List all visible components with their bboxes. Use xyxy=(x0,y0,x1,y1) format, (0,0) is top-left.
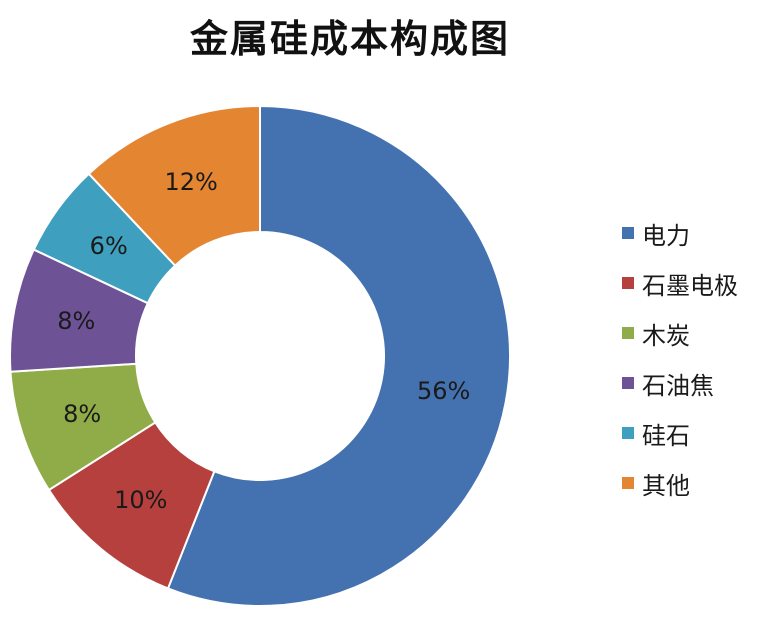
data-label-3: 8% xyxy=(57,307,95,335)
legend-swatch xyxy=(622,377,634,389)
legend: 电力石墨电极木炭石油焦硅石其他 xyxy=(622,208,758,508)
legend-item-5: 其他 xyxy=(622,458,758,508)
legend-item-3: 石油焦 xyxy=(622,358,758,408)
legend-swatch xyxy=(622,477,634,489)
legend-label: 石油焦 xyxy=(642,371,714,400)
data-label-2: 8% xyxy=(63,400,101,428)
legend-swatch xyxy=(622,427,634,439)
data-label-0: 56% xyxy=(417,377,470,405)
label-group: 56% 10% 8% 8% 6% 12% xyxy=(57,168,470,514)
slice-5 xyxy=(87,104,261,268)
slice-group xyxy=(9,104,511,607)
legend-swatch xyxy=(622,227,634,239)
legend-item-2: 木炭 xyxy=(622,308,758,358)
data-label-5: 12% xyxy=(164,168,217,196)
legend-label: 石墨电极 xyxy=(642,271,738,300)
data-label-4: 6% xyxy=(90,232,128,260)
legend-label: 木炭 xyxy=(642,321,690,350)
slice-0 xyxy=(166,104,511,607)
legend-label: 电力 xyxy=(642,221,690,250)
legend-label: 硅石 xyxy=(642,421,690,450)
chart-title: 金属硅成本构成图 xyxy=(189,17,510,61)
data-label-1: 10% xyxy=(114,486,167,514)
legend-item-0: 电力 xyxy=(622,208,758,258)
legend-label: 其他 xyxy=(642,471,690,500)
legend-swatch xyxy=(622,327,634,339)
legend-item-4: 硅石 xyxy=(622,408,758,458)
legend-item-1: 石墨电极 xyxy=(622,258,758,308)
legend-swatch xyxy=(622,277,634,289)
